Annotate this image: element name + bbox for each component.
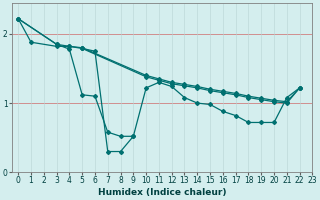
X-axis label: Humidex (Indice chaleur): Humidex (Indice chaleur) — [98, 188, 226, 197]
